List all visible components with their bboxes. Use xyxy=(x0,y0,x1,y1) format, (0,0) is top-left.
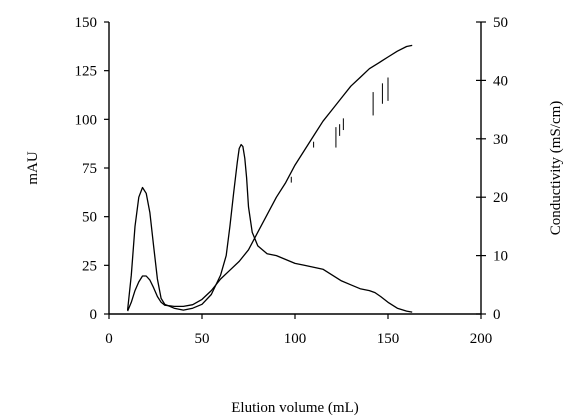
right-y-ticks: 0 10 20 30 40 50 xyxy=(476,15,508,323)
y2-tick-label: 10 xyxy=(493,249,508,265)
y-tick-label: 125 xyxy=(75,64,98,80)
y2-tick-label: 0 xyxy=(493,307,501,323)
y-tick-label: 150 xyxy=(75,15,98,31)
y2-tick-label: 30 xyxy=(493,132,508,148)
x-tick-label: 200 xyxy=(470,331,493,347)
y2-axis-title: Conductivity (mS/cm) xyxy=(548,101,564,236)
y-axis-title: mAU xyxy=(25,151,41,185)
conductivity-spikes xyxy=(290,77,389,183)
x-tick-label: 50 xyxy=(195,331,210,347)
left-y-ticks: 0 25 50 75 100 125 150 xyxy=(75,15,109,323)
y-tick-label: 50 xyxy=(82,210,97,226)
conductivity-trace xyxy=(127,44,413,312)
y-tick-label: 75 xyxy=(82,161,97,177)
x-axis-title: Elution volume (mL) xyxy=(231,400,358,416)
x-tick-label: 100 xyxy=(284,331,307,347)
axes xyxy=(108,22,482,315)
traces xyxy=(126,44,413,313)
x-ticks: 0 50 100 150 200 xyxy=(105,314,492,347)
absorbance-trace xyxy=(126,143,413,313)
y-tick-label: 100 xyxy=(75,112,98,128)
y2-tick-label: 20 xyxy=(493,190,508,206)
y2-tick-label: 50 xyxy=(493,15,508,31)
y-tick-label: 25 xyxy=(82,258,97,274)
y2-tick-label: 40 xyxy=(493,73,508,89)
y-tick-label: 0 xyxy=(90,307,98,323)
x-tick-label: 150 xyxy=(377,331,400,347)
x-tick-label: 0 xyxy=(105,331,113,347)
